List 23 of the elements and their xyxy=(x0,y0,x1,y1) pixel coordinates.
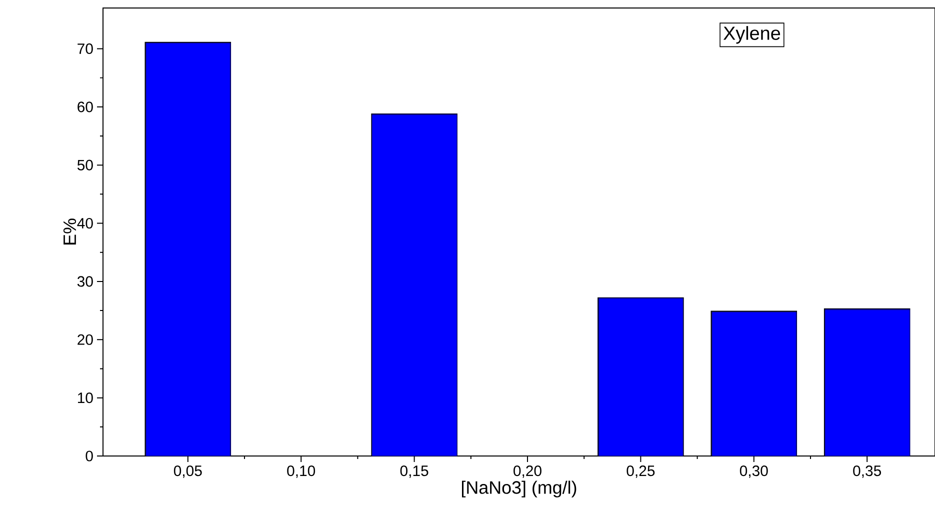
x-tick-label: 0,30 xyxy=(740,466,768,478)
bar xyxy=(598,297,684,456)
x-tick-label: 0,05 xyxy=(174,466,202,478)
x-axis-title: [NaNo3] (mg/l) xyxy=(462,480,576,498)
bar xyxy=(710,310,798,456)
y-tick-label: 70 xyxy=(78,43,93,54)
y-axis-title: E% xyxy=(63,218,76,244)
y-tick-label: 60 xyxy=(78,102,93,112)
y-tick-label: 30 xyxy=(77,276,93,287)
y-tick-label: 50 xyxy=(77,160,93,170)
bar xyxy=(371,113,458,456)
y-tick-label: 20 xyxy=(78,334,93,345)
x-tick-label: 0,20 xyxy=(514,466,542,478)
x-tick-label: 0,35 xyxy=(853,466,882,478)
bar xyxy=(144,42,232,456)
y-tick-label: 40 xyxy=(77,218,93,229)
annotation: Xylene xyxy=(723,26,780,44)
x-tick-label: 0,15 xyxy=(400,466,428,478)
y-tick-label: 0 xyxy=(86,450,93,462)
x-tick-label: 0,25 xyxy=(626,466,655,478)
y-tick-label: 10 xyxy=(78,392,93,404)
bar xyxy=(824,308,910,456)
x-tick-label: 0,10 xyxy=(287,466,316,478)
